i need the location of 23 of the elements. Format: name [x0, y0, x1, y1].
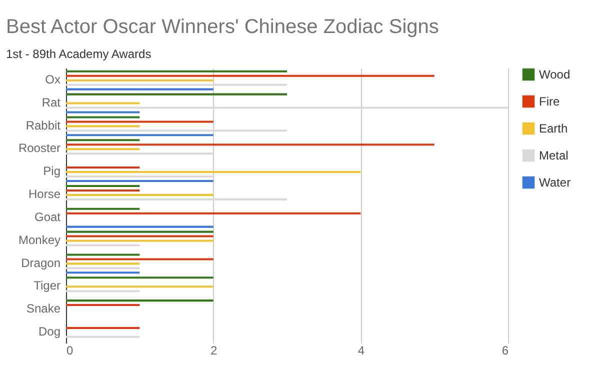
legend-label: Earth [539, 122, 568, 136]
y-tick-label: Rabbit [26, 118, 62, 132]
y-tick-label: Pig [43, 164, 60, 178]
x-tick-label: 0 [66, 344, 74, 358]
y-tick-label: Goat [34, 210, 62, 224]
x-tick-label: 2 [210, 344, 218, 358]
legend-label: Water [539, 176, 571, 190]
legend-label: Fire [539, 94, 560, 108]
legend-label: Metal [539, 148, 568, 162]
y-tick-label: Snake [26, 302, 61, 316]
y-tick-label: Horse [28, 187, 61, 202]
y-tick-label: Tiger [34, 278, 60, 293]
x-tick-label: 4 [358, 344, 365, 358]
x-tick-label: 6 [502, 344, 509, 358]
chart-title: Best Actor Oscar Winners' Chinese Zodiac Signs [6, 16, 439, 38]
y-tick-label: Dog [38, 324, 60, 339]
legend-label: Wood [539, 68, 570, 82]
y-tick-label: Rat [42, 95, 62, 110]
y-tick-label: Dragon [21, 256, 60, 270]
y-tick-label: Ox [45, 72, 60, 86]
chart-subtitle: 1st - 89th Academy Awards [6, 47, 152, 61]
y-tick-label: Rooster [18, 141, 60, 156]
y-tick-label: Monkey [18, 232, 60, 247]
